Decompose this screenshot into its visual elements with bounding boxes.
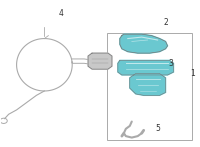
Text: 4: 4 <box>59 9 64 18</box>
Text: 2: 2 <box>163 18 168 27</box>
Polygon shape <box>88 53 112 69</box>
Bar <box>107 33 192 141</box>
Text: 3: 3 <box>168 59 173 68</box>
Text: 5: 5 <box>155 124 160 133</box>
Text: 1: 1 <box>190 69 195 78</box>
Polygon shape <box>130 74 166 95</box>
Polygon shape <box>120 34 168 53</box>
Polygon shape <box>118 60 173 75</box>
